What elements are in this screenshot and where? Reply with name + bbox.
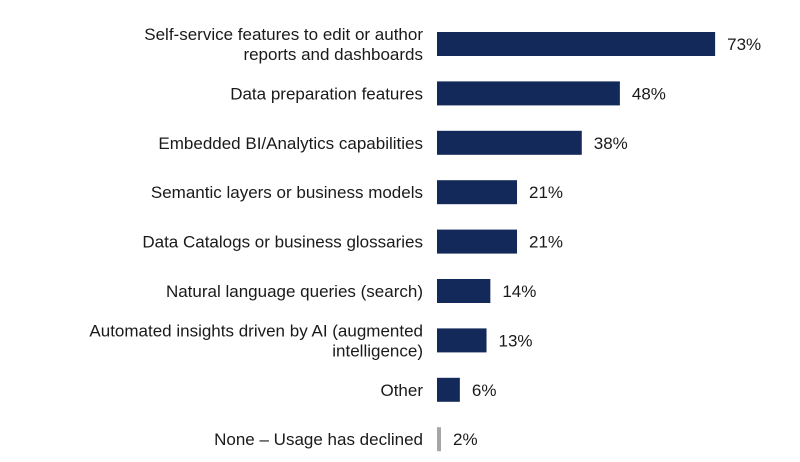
value-label-1: 48%: [632, 84, 666, 103]
category-label-1: Data preparation features: [230, 84, 423, 103]
value-label-2: 38%: [594, 134, 628, 153]
bar-2: [437, 130, 582, 155]
category-label-5: Natural language queries (search): [166, 282, 423, 301]
category-label-line: Self-service features to edit or author: [144, 25, 423, 44]
category-label-line: Data Catalogs or business glossaries: [142, 233, 423, 252]
value-label-5: 14%: [502, 282, 536, 301]
category-label-line: reports and dashboards: [243, 45, 423, 64]
bar-3: [437, 180, 518, 205]
category-label-4: Data Catalogs or business glossaries: [142, 233, 423, 252]
category-label-line: None – Usage has declined: [214, 430, 423, 449]
category-label-line: Natural language queries (search): [166, 282, 423, 301]
bar-5: [437, 279, 491, 303]
bar-8: [437, 427, 441, 452]
category-label-2: Embedded BI/Analytics capabilities: [158, 134, 423, 153]
value-label-6: 13%: [499, 331, 533, 350]
bar-6: [437, 328, 487, 353]
category-label-line: Semantic layers or business models: [151, 183, 423, 202]
category-label-line: Automated insights driven by AI (augment…: [89, 321, 423, 340]
value-label-3: 21%: [529, 183, 563, 202]
category-label-line: Other: [380, 381, 423, 400]
bar-1: [437, 81, 620, 106]
category-label-3: Semantic layers or business models: [151, 183, 423, 202]
bar-0: [437, 32, 716, 56]
value-label-7: 6%: [472, 381, 497, 400]
category-label-8: None – Usage has declined: [214, 430, 423, 449]
category-label-line: Embedded BI/Analytics capabilities: [158, 134, 423, 153]
category-label-line: intelligence): [332, 341, 423, 360]
category-label-6: Automated insights driven by AI (augment…: [89, 321, 423, 360]
category-label-0: Self-service features to edit or author r…: [144, 25, 423, 64]
category-label-line: Data preparation features: [230, 84, 423, 103]
value-label-8: 2%: [453, 430, 478, 449]
value-label-0: 73%: [727, 35, 761, 54]
bar-4: [437, 229, 518, 254]
value-label-4: 21%: [529, 233, 563, 252]
category-label-7: Other: [380, 381, 423, 400]
bar-7: [437, 377, 460, 402]
